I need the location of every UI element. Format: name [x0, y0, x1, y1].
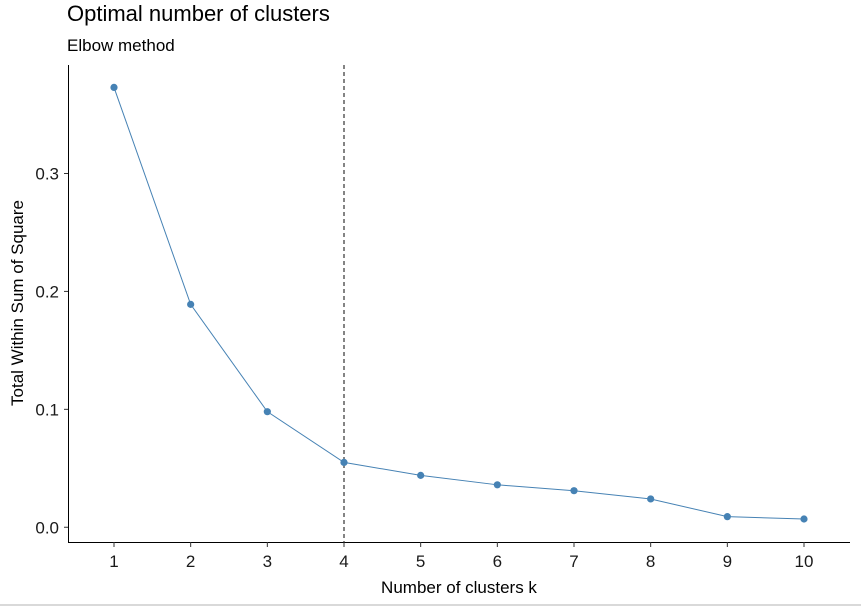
- data-point: [187, 300, 195, 308]
- x-axis-ticks: 1 2 3 4 5 6 7 8 9 10: [109, 542, 813, 571]
- x-tick-label: 3: [263, 552, 272, 571]
- plot-area: [110, 65, 808, 542]
- x-tick-label: 7: [569, 552, 578, 571]
- x-tick-label: 9: [723, 552, 732, 571]
- y-axis-ticks: 0.0 0.1 0.2 0.3: [35, 164, 68, 537]
- data-point: [493, 481, 501, 489]
- x-tick-label: 2: [186, 552, 195, 571]
- data-point: [340, 458, 348, 467]
- y-tick-label: 0.0: [35, 518, 59, 537]
- chart-title: Optimal number of clusters: [67, 1, 330, 26]
- x-tick-label: 1: [109, 552, 118, 571]
- data-point: [570, 487, 578, 495]
- x-axis-title: Number of clusters k: [381, 578, 537, 597]
- data-point: [647, 495, 655, 503]
- x-tick-label: 4: [339, 552, 348, 571]
- data-point: [800, 515, 808, 523]
- data-point: [417, 471, 425, 479]
- y-tick-label: 0.3: [35, 164, 59, 183]
- y-axis-title: Total Within Sum of Square: [8, 200, 27, 406]
- data-point: [263, 408, 271, 416]
- series-line: [113, 87, 805, 520]
- x-tick-label: 10: [795, 552, 814, 571]
- y-tick-label: 0.1: [35, 400, 59, 419]
- data-point: [723, 513, 731, 521]
- x-tick-label: 8: [646, 552, 655, 571]
- x-tick-label: 5: [416, 552, 425, 571]
- y-tick-label: 0.2: [35, 282, 59, 301]
- x-tick-label: 6: [493, 552, 502, 571]
- chart-subtitle: Elbow method: [67, 36, 175, 55]
- data-point: [110, 83, 118, 92]
